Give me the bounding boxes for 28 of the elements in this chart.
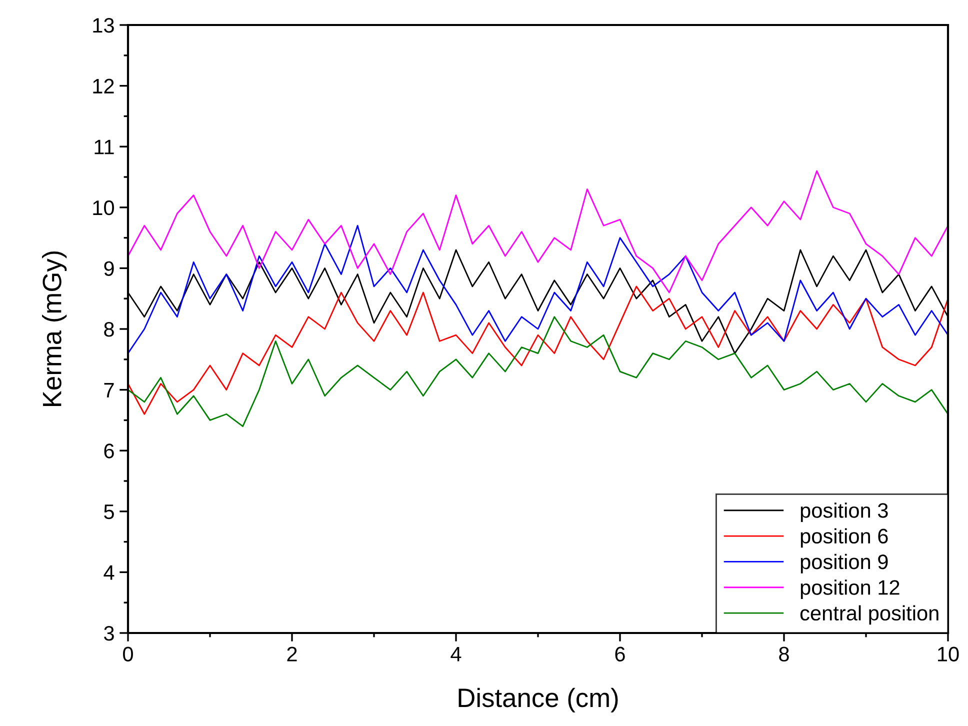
line-series (128, 170, 948, 294)
legend-label: position 6 (800, 528, 888, 548)
x-tick-label: 0 (123, 646, 133, 662)
y-tick-label: 11 (94, 140, 114, 154)
x-tick-label: 8 (779, 646, 789, 662)
y-tick-label: 9 (104, 261, 114, 276)
x-axis-title: Distance (cm) (458, 688, 618, 712)
y-tick-label: 10 (93, 200, 114, 216)
x-tick-label: 10 (938, 646, 959, 662)
y-tick-label: 6 (104, 444, 114, 458)
y-axis-title: Kerma (mGy) (42, 251, 67, 406)
legend-label: central position (800, 605, 938, 625)
line-series (128, 316, 948, 427)
x-tick-label: 6 (615, 646, 625, 662)
y-tick-label: 7 (104, 383, 114, 398)
y-tick-label: 4 (104, 565, 114, 580)
y-tick-label: 8 (104, 322, 114, 337)
x-tick-label: 4 (450, 646, 462, 662)
x-tick-label: 2 (287, 646, 297, 662)
line-series (128, 224, 948, 354)
legend-label: position 12 (800, 580, 900, 599)
y-tick-label: 12 (93, 78, 114, 94)
legend-label: position 3 (800, 502, 888, 522)
y-tick-label: 13 (93, 18, 114, 33)
y-tick-label: 5 (104, 504, 114, 520)
line-series (128, 286, 948, 415)
y-tick-label: 3 (104, 626, 114, 641)
legend-label: position 9 (800, 554, 888, 574)
